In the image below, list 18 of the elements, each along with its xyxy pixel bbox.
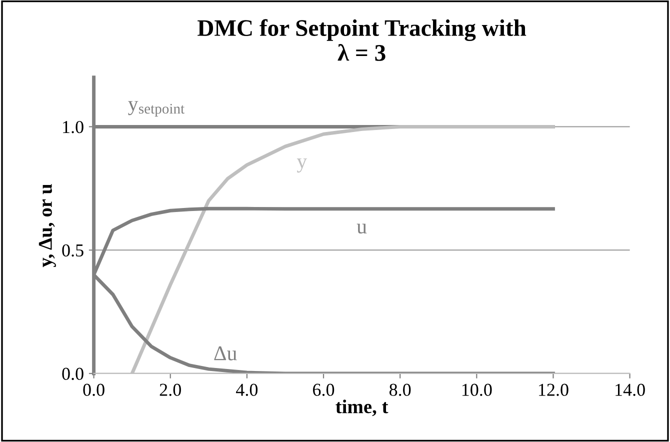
series-label: Δu: [214, 346, 237, 360]
y-tick-label: 0.5: [62, 244, 84, 257]
y-axis-title: y, Δu, or u: [38, 184, 56, 268]
series-label: y: [296, 158, 308, 173]
series-label: u: [356, 224, 367, 234]
y-tick-label: 0.0: [62, 368, 84, 380]
y-tick-label: 1.0: [63, 120, 84, 134]
series-label: y$_{setpoint}$: [128, 101, 185, 117]
x-tick-label: 4.0: [236, 384, 258, 396]
x-tick-label: 0.0: [83, 384, 104, 396]
x-tick-label: 10.0: [462, 384, 492, 396]
chart-title: DMC for Setpoint Tracking with λ = 3: [198, 19, 526, 61]
x-tick-label: 12.0: [539, 384, 568, 396]
x-axis-title: time, t: [336, 400, 388, 416]
x-tick-label: 14.0: [616, 384, 645, 396]
x-tick-label: 2.0: [160, 384, 181, 396]
x-tick-label: 6.0: [313, 384, 334, 396]
x-tick-label: 8.0: [389, 384, 411, 396]
